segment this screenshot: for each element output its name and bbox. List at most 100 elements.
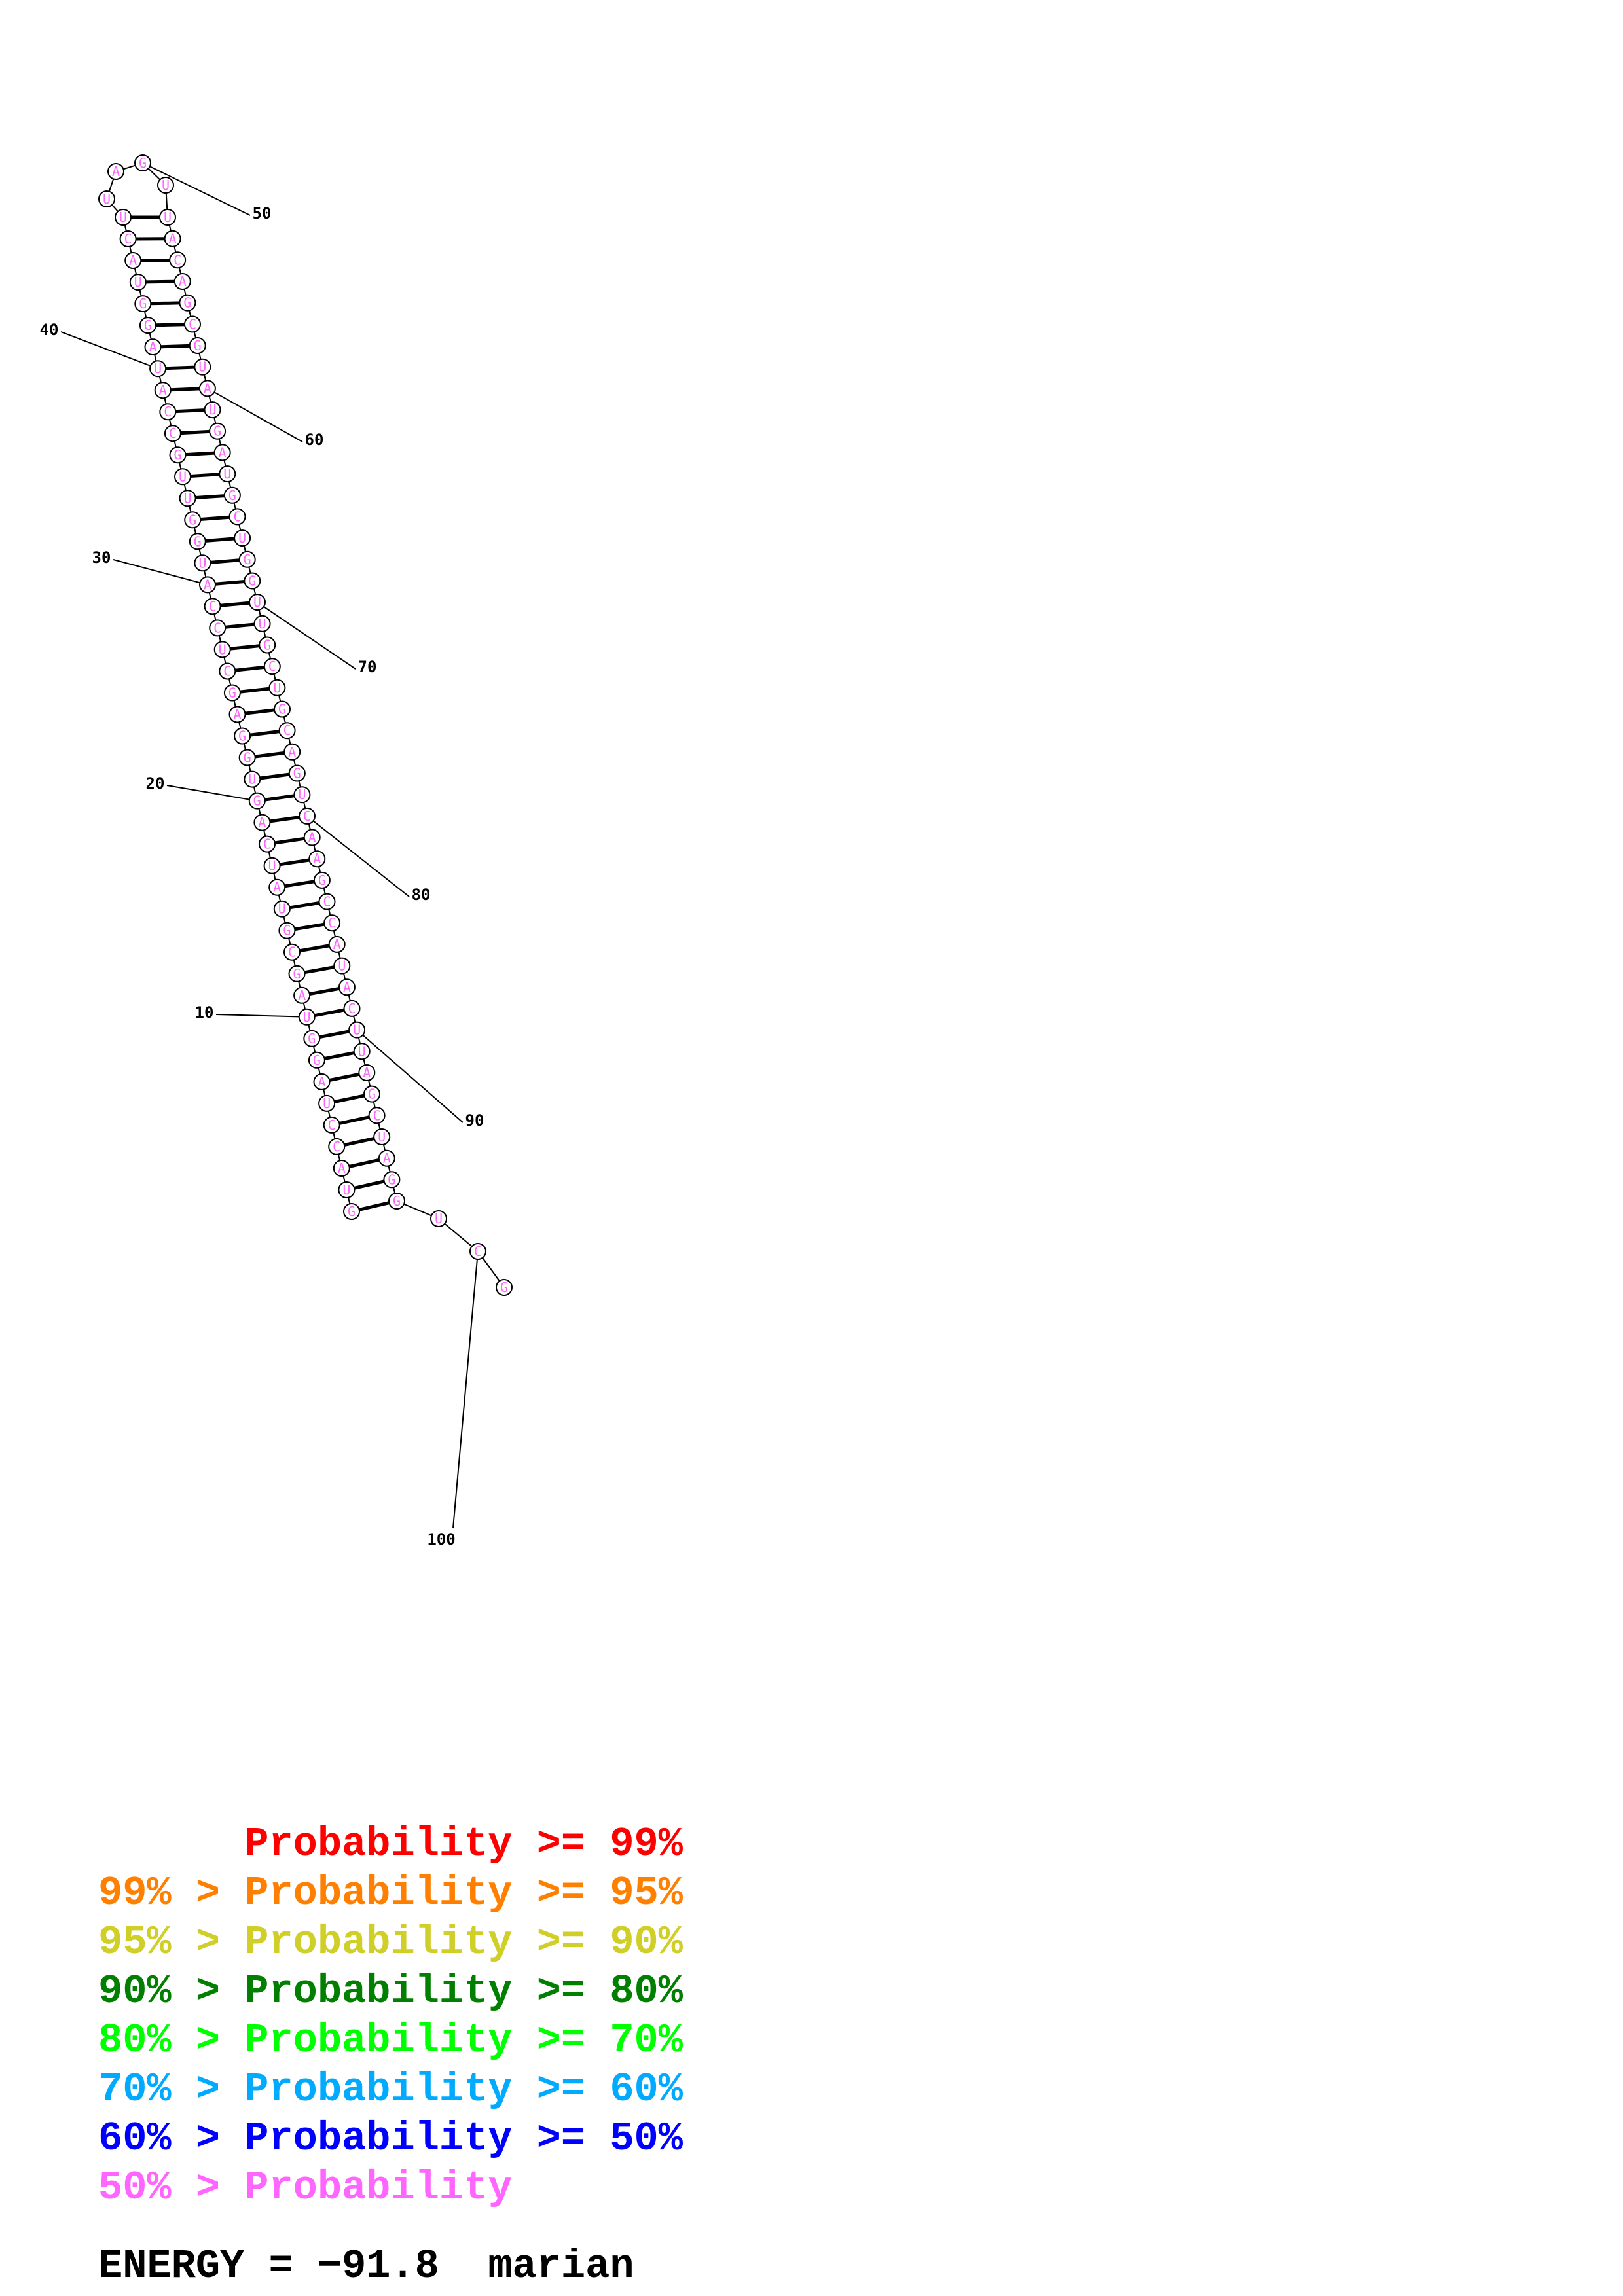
nucleotide: U — [174, 468, 191, 486]
nucleotide-circle — [358, 1064, 376, 1081]
nucleotide-circle — [263, 857, 281, 874]
base-pair-layer — [131, 215, 390, 1211]
position-tick-layer: 10 20 30 40 50 60 70 80 90 100 — [40, 162, 484, 1549]
nucleotide-letter: A — [233, 707, 241, 723]
position-label: 90 — [465, 1111, 484, 1130]
nucleotide-letter: U — [378, 1129, 386, 1145]
nucleotide-letter: G — [500, 1280, 508, 1295]
nucleotide-letter: G — [139, 296, 147, 312]
nucleotide: G — [388, 1193, 405, 1210]
nucleotide-circle — [219, 465, 236, 483]
nucleotide-letter: C — [164, 404, 172, 420]
nucleotide: U — [244, 770, 261, 788]
nucleotide: G — [244, 572, 261, 590]
nucleotide: G — [308, 1051, 325, 1069]
nucleotide-circle — [268, 878, 286, 896]
nucleotide-letter: U — [435, 1211, 443, 1227]
nucleotide-circle — [234, 727, 251, 745]
nucleotide: A — [107, 163, 124, 180]
nucleotide-letter: C — [173, 252, 181, 268]
nucleotide-letter: C — [223, 664, 231, 679]
nucleotide: A — [268, 878, 286, 896]
position-label: 80 — [412, 886, 431, 904]
nucleotide: U — [159, 209, 176, 226]
nucleotide-letter: G — [293, 766, 301, 781]
structure-name: marian — [488, 2243, 634, 2289]
nucleotide: G — [189, 533, 206, 550]
nucleotide: G — [179, 294, 196, 312]
nucleotide: G — [248, 792, 266, 810]
nucleotide: G — [209, 422, 227, 440]
nucleotide-circle — [107, 163, 124, 180]
nucleotide: U — [149, 360, 167, 378]
nucleotide-circle — [348, 1021, 366, 1039]
position-tick-line — [452, 1251, 479, 1529]
nucleotide: U — [234, 529, 251, 547]
position-tick-line — [142, 162, 251, 216]
nucleotide: A — [283, 743, 301, 761]
nucleotide-circle — [313, 1073, 331, 1090]
nucleotide-letter: G — [228, 685, 236, 701]
nucleotide-letter: G — [278, 702, 286, 717]
nucleotide-circle — [157, 177, 174, 194]
nucleotide: C — [164, 425, 181, 442]
nucleotide-letter: A — [343, 979, 351, 995]
nucleotide-circle — [248, 792, 266, 810]
nucleotide: U — [115, 209, 132, 226]
position-label: 20 — [146, 774, 165, 793]
nucleotide: G — [274, 700, 291, 718]
nucleotide: G — [134, 295, 152, 313]
base-pair-line — [166, 365, 195, 370]
nucleotide: G — [383, 1171, 401, 1189]
nucleotide: U — [249, 594, 266, 611]
nucleotide-circle — [149, 360, 167, 378]
position-tick-line — [60, 331, 158, 370]
nucleotide-circle — [119, 230, 137, 247]
nucleotide-circle — [179, 294, 196, 312]
nucleotide-circle — [363, 1085, 380, 1103]
nucleotide-letter: U — [219, 641, 227, 657]
nucleotide-letter: U — [223, 466, 231, 482]
nucleotide: U — [194, 358, 211, 376]
legend-prefix: 50% > — [98, 2164, 245, 2211]
nucleotide-letter: A — [383, 1151, 391, 1166]
nucleotide: U — [273, 900, 291, 918]
nucleotide-letter: A — [313, 851, 321, 867]
base-pair-line — [170, 387, 200, 392]
nucleotide-letter: G — [388, 1172, 395, 1187]
legend-label: Probability — [244, 2164, 513, 2211]
nucleotide: G — [288, 965, 306, 982]
nucleotide: A — [378, 1149, 395, 1167]
nucleotide-letter: U — [208, 402, 216, 418]
nucleotide-letter: A — [318, 1074, 325, 1090]
nucleotide-letter: G — [183, 295, 191, 311]
nucleotide-letter: U — [184, 490, 192, 506]
nucleotide-letter: A — [258, 815, 266, 831]
nucleotide-circle — [388, 1193, 405, 1210]
nucleotide: U — [430, 1210, 447, 1227]
nucleotide-letter: G — [173, 447, 181, 463]
base-pair-line — [205, 537, 235, 543]
base-pair-line — [220, 601, 250, 607]
nucleotide-letter: U — [323, 1096, 331, 1111]
nucleotide-letter: C — [268, 658, 276, 674]
nucleotide-circle — [496, 1279, 513, 1296]
nucleotide: U — [213, 641, 231, 658]
nucleotide-letter: U — [238, 530, 246, 546]
nucleotide-circle — [189, 533, 206, 550]
nucleotide: C — [469, 1243, 486, 1260]
nucleotide: A — [124, 252, 142, 269]
nucleotide: U — [338, 1181, 356, 1198]
legend-prefix: 95% > — [98, 1919, 245, 1965]
nucleotide: A — [253, 814, 271, 831]
nucleotide-circle — [238, 550, 256, 568]
nucleotide-circle — [174, 468, 191, 486]
nucleotide: A — [154, 382, 172, 399]
position-tick-line — [207, 387, 303, 442]
backbone-layer — [105, 162, 505, 1288]
nucleotide-circle — [278, 922, 296, 939]
nucleotide-circle — [173, 273, 191, 290]
nucleotide-circle — [169, 251, 187, 269]
nucleotide: G — [363, 1085, 380, 1103]
nucleotide-circle — [249, 594, 266, 611]
